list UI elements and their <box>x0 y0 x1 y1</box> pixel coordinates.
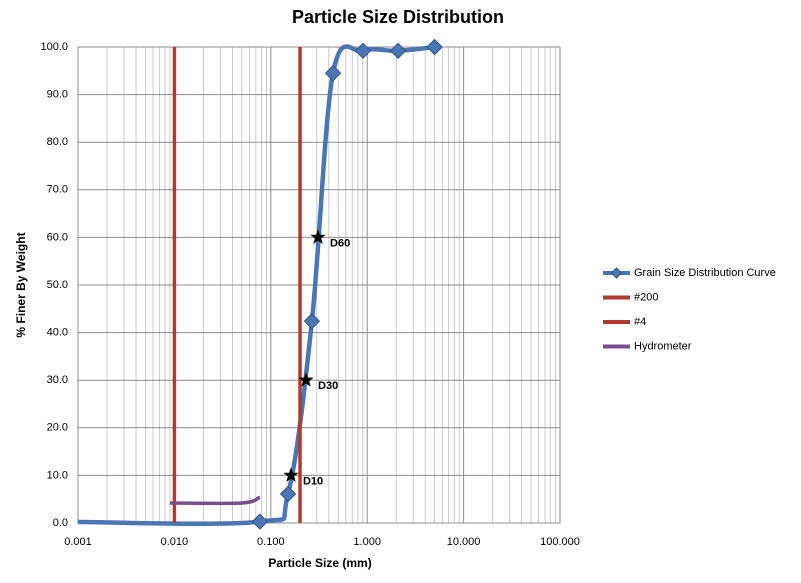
series-line <box>169 495 261 506</box>
legend-label: #200 <box>634 291 658 303</box>
y-tick-label: 80.0 <box>47 136 68 148</box>
y-tick-label: 70.0 <box>47 184 68 196</box>
x-tick-label: 1.000 <box>353 536 381 548</box>
plot-border <box>77 46 561 524</box>
y-tick-label: 90.0 <box>47 89 68 101</box>
y-axis-title: % Finer By Weight <box>14 232 28 337</box>
x-tick-label: 10.000 <box>447 536 481 548</box>
point-marker <box>303 312 321 330</box>
legend-label: Grain Size Distribution Curve <box>634 267 776 279</box>
y-tick-label: 40.0 <box>47 327 68 339</box>
legend-marker <box>610 267 623 279</box>
y-tick-label: 10.0 <box>47 469 68 481</box>
annotation-star <box>283 467 299 482</box>
annotation-label: D30 <box>318 380 338 392</box>
point-marker <box>389 42 407 60</box>
annotation-star <box>298 372 314 387</box>
annotation-label: D10 <box>303 475 323 487</box>
point-marker <box>354 42 372 60</box>
x-tick-label: 100.000 <box>540 536 580 548</box>
y-tick-label: 100.0 <box>40 41 68 53</box>
x-tick-label: 0.001 <box>64 536 92 548</box>
x-tick-label: 0.100 <box>257 536 285 548</box>
x-tick-label: 0.010 <box>161 536 189 548</box>
y-tick-label: 50.0 <box>47 279 68 291</box>
legend-label: #4 <box>634 316 646 328</box>
y-tick-label: 20.0 <box>47 422 68 434</box>
y-tick-label: 60.0 <box>47 231 68 243</box>
legend-label: Hydrometer <box>634 340 692 352</box>
point-marker <box>279 485 297 503</box>
x-axis-title: Particle Size (mm) <box>268 556 371 570</box>
annotation-label: D60 <box>330 237 350 249</box>
chart-title: Particle Size Distribution <box>292 7 504 27</box>
y-tick-label: 0.0 <box>53 517 68 529</box>
point-marker <box>324 64 342 82</box>
annotation-star <box>310 229 326 244</box>
point-marker <box>426 38 443 56</box>
y-tick-label: 30.0 <box>47 374 68 386</box>
point-marker <box>251 513 269 530</box>
